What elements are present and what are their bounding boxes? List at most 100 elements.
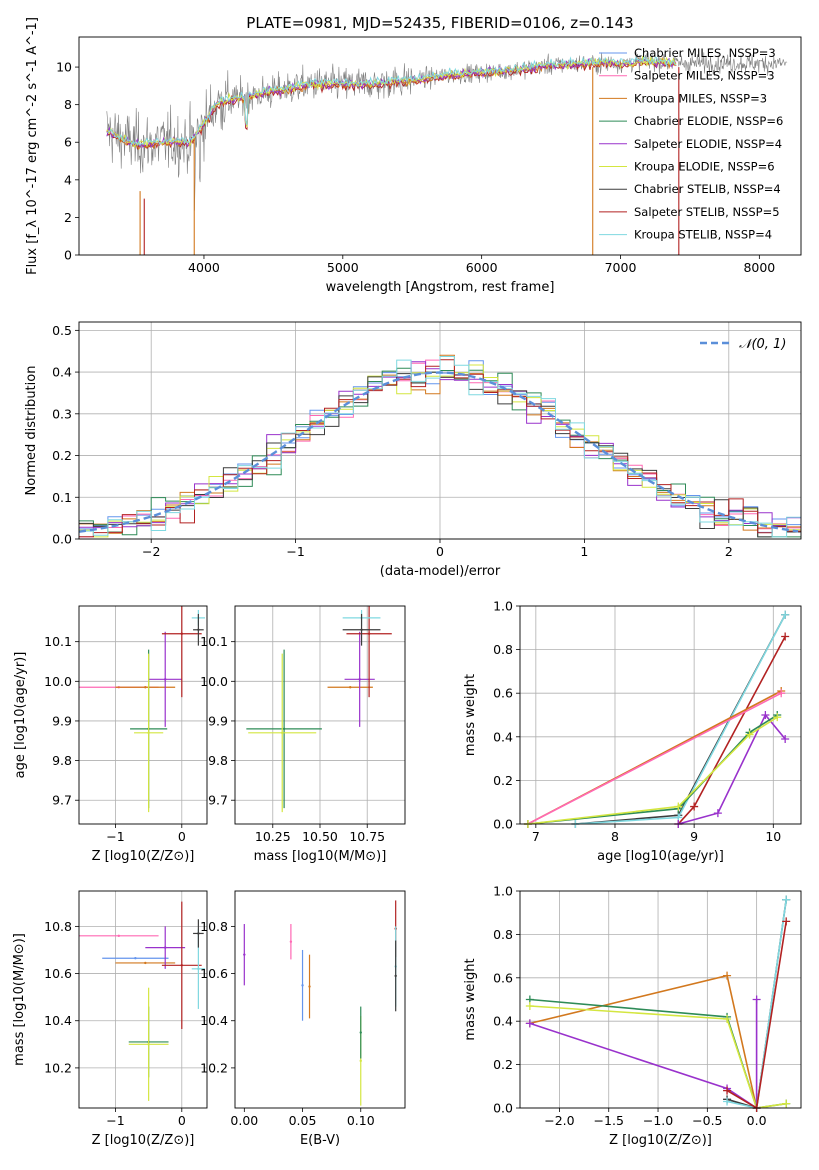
legend-label: Kroupa MILES, NSSP=3 [634, 91, 767, 105]
weight-marker [745, 730, 754, 739]
x-tick-label: 7000 [605, 260, 637, 275]
x-tick-label: 0.10 [347, 1113, 375, 1128]
axes-frame-age-weight [519, 605, 802, 825]
x-tick-label: 8000 [743, 260, 775, 275]
y-tick-label: 10.4 [200, 1013, 228, 1028]
x-axis-label: E(B-V) [300, 1133, 340, 1148]
weight-marker [674, 802, 683, 811]
model-spectrum [106, 55, 677, 149]
weight-marker [781, 632, 790, 641]
data-point [164, 946, 167, 949]
x-tick-label: 2 [725, 544, 733, 559]
axes-residuals: −2 −1 0 1 2 0.0 0.1 0.2 0.3 0.4 0.5 [52, 321, 802, 559]
x-tick-label: −1.0 [643, 1113, 673, 1128]
weight-marker [723, 971, 732, 980]
axes-frame-mass-age [234, 605, 406, 825]
y-tick-label: 0.2 [493, 773, 513, 788]
y-tick-label: 10.2 [44, 1060, 72, 1075]
y-tick-label: 9.9 [52, 713, 72, 728]
data-point [360, 628, 363, 631]
y-tick-label: 10.8 [44, 919, 72, 934]
y-tick-label: 0.1 [52, 490, 72, 505]
data-point [180, 632, 183, 635]
weight-marker [781, 610, 790, 619]
x-tick-label: 4000 [188, 260, 220, 275]
legend-label: Chabrier MILES, NSSP=3 [634, 46, 776, 60]
x-tick-label: 10.50 [302, 829, 338, 844]
y-tick-label: 0.6 [493, 686, 513, 701]
data-point [281, 731, 284, 735]
data-point [289, 940, 293, 943]
x-tick-label: 0.05 [289, 1113, 317, 1128]
x-tick-label: 1 [580, 544, 588, 559]
x-axis-label: wavelength [Angstrom, rest frame] [326, 280, 555, 295]
x-tick-label: 0 [178, 1113, 186, 1128]
weight-line [575, 614, 786, 824]
y-tick-label: 0.5 [52, 323, 72, 338]
x-tick-label: 0 [178, 829, 186, 844]
y-tick-label: 0.3 [52, 406, 72, 421]
y-tick-label: 6 [64, 135, 72, 150]
y-tick-label: 8 [64, 97, 72, 112]
y-tick-label: 0.0 [493, 1101, 513, 1116]
x-axis-label: Z [log10(Z/Z⊙)] [92, 1133, 195, 1148]
data-point [359, 1059, 362, 1063]
y-axis-label: mass weight [463, 958, 478, 1040]
x-tick-label: 9 [690, 829, 698, 844]
weight-marker [752, 995, 761, 1004]
data-point [164, 678, 167, 681]
weight-line [527, 692, 782, 824]
y-tick-label: 0 [64, 248, 72, 263]
y-tick-label: 10.1 [200, 634, 228, 649]
legend: Chabrier MILES, NSSP=3 Salpeter MILES, NS… [599, 46, 783, 242]
weight-marker [782, 917, 791, 926]
y-axis-label: mass [log10(M/M⊙)] [12, 933, 27, 1066]
axes-mass-age: 10.25 10.50 10.75 9.7 9.8 9.9 10.0 10.1 [200, 605, 406, 844]
axes-frame-z-age [78, 605, 208, 825]
weight-marker [525, 1002, 534, 1011]
x-tick-label: −1 [286, 544, 304, 559]
weight-line [529, 999, 758, 1108]
data-point [197, 932, 200, 935]
y-axis-label: Normed distribution [24, 366, 39, 496]
y-tick-label: 0.0 [493, 817, 513, 832]
data-point [197, 967, 200, 971]
y-tick-label: 9.7 [208, 793, 228, 808]
data-point [117, 934, 120, 938]
data-point [282, 727, 286, 731]
weight-marker [782, 895, 791, 904]
data-point [308, 985, 311, 988]
weight-marker [723, 1097, 732, 1106]
y-tick-label: 2 [64, 210, 72, 225]
model-spectrum [106, 56, 677, 147]
y-tick-label: 4 [64, 172, 72, 187]
x-tick-label: 6000 [466, 260, 498, 275]
axes-frame-res [78, 321, 802, 540]
x-tick-label: 10.25 [255, 829, 291, 844]
model-spectrum [106, 57, 677, 149]
legend-label: Chabrier STELIB, NSSP=4 [634, 182, 781, 196]
model-spectrum [106, 56, 677, 151]
weight-marker [713, 809, 722, 818]
y-tick-label: 9.8 [208, 753, 228, 768]
weight-marker [777, 689, 786, 698]
x-tick-label: 0.0 [747, 1113, 767, 1128]
y-tick-label: 0.0 [52, 532, 72, 547]
legend-label: Kroupa STELIB, NSSP=4 [634, 228, 772, 242]
data-point [367, 632, 371, 635]
x-tick-label: 0 [436, 544, 444, 559]
x-tick-label: −2.0 [544, 1113, 574, 1128]
x-tick-label: −2 [142, 544, 160, 559]
x-tick-label: 0.00 [230, 1113, 258, 1128]
y-tick-label: 10 [56, 60, 72, 75]
y-tick-label: 9.7 [52, 793, 72, 808]
data-point [197, 628, 200, 631]
weight-marker [773, 713, 782, 722]
y-tick-label: 9.9 [208, 713, 228, 728]
y-axis-label: Flux [f_λ 10^-17 erg cm^-2 s^-1 A^-1] [25, 17, 40, 275]
data-point [144, 686, 147, 689]
x-axis-label: Z [log10(Z/Z⊙)] [92, 849, 195, 864]
x-axis-label: age [log10(age/yr)] [597, 849, 724, 864]
data-point [243, 953, 246, 956]
y-tick-label: 10.4 [44, 1013, 72, 1028]
